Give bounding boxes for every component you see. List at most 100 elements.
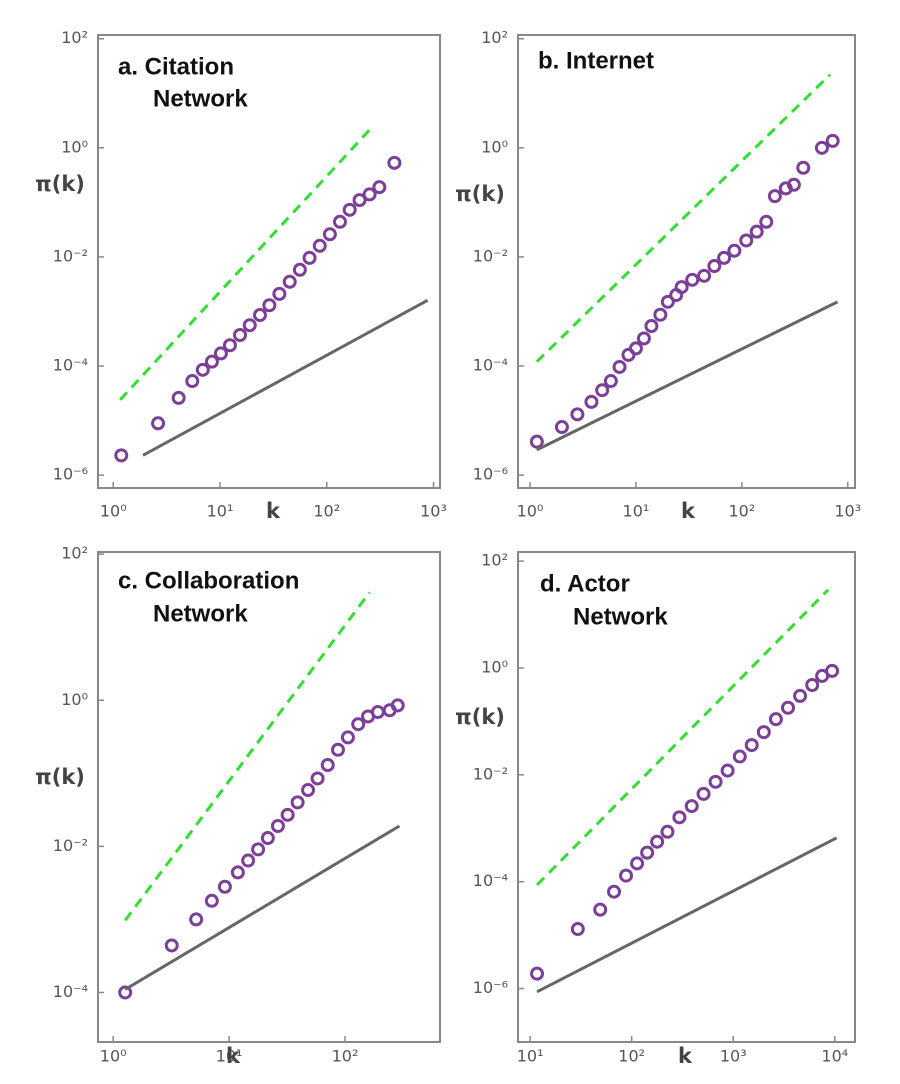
data-point	[241, 853, 256, 868]
data-point	[312, 238, 327, 253]
data-point	[301, 783, 316, 798]
data-point	[619, 868, 634, 883]
data-point	[251, 842, 266, 857]
data-point	[756, 725, 771, 740]
data-point	[653, 307, 668, 322]
reference-line-dashed	[123, 591, 371, 922]
x-tick-label: 10¹	[207, 502, 234, 521]
reference-line-dashed	[535, 588, 830, 886]
data-point	[195, 362, 210, 377]
y-tick-label: 10⁰	[61, 137, 88, 156]
x-tick-label: 10³	[720, 1047, 747, 1066]
x-tick-label: 10⁰	[517, 502, 544, 521]
data-point	[292, 262, 307, 277]
data-point	[230, 865, 245, 880]
reference-line-dashed	[119, 129, 371, 401]
data-point	[217, 879, 232, 894]
data-point	[253, 308, 268, 323]
y-tick-label: 10⁻⁴	[53, 356, 88, 375]
data-point	[204, 893, 219, 908]
reference-line	[142, 299, 429, 457]
panel-title: Network	[153, 600, 248, 627]
data-point	[825, 663, 840, 678]
data-point	[260, 831, 275, 846]
y-tick-label: 10⁻⁶	[473, 978, 508, 997]
x-tick-label: 10³	[420, 502, 447, 521]
panel: 10¹ 10² 10³ 10⁴ 10⁻⁶ 10⁻⁴ 10⁻² 10⁰ 10² k π(k) d. Ac…	[455, 551, 856, 1068]
x-axis-label: k	[266, 499, 281, 523]
y-tick-label: 10²	[481, 551, 508, 570]
data-point	[189, 912, 204, 927]
reference-line	[536, 300, 839, 452]
data-point	[302, 250, 317, 265]
panel-title: Network	[573, 603, 668, 630]
data-point	[727, 243, 742, 258]
data-point	[204, 354, 219, 369]
data-point	[280, 807, 295, 822]
data-point	[685, 272, 700, 287]
y-tick-label: 10²	[481, 28, 508, 47]
x-axis-label: k	[678, 1044, 693, 1068]
data-point	[674, 280, 689, 295]
y-tick-label: 10⁻²	[53, 836, 88, 855]
data-point	[185, 374, 200, 389]
x-tick-label: 10²	[618, 1047, 645, 1066]
data-point	[570, 407, 585, 422]
data-point	[660, 294, 675, 309]
data-point	[768, 712, 783, 727]
data-point	[330, 742, 345, 757]
data-point	[650, 834, 665, 849]
data-point	[684, 799, 699, 814]
panel: 10⁰ 10¹ 10² 10⁻⁴ 10⁻² 10⁰ 10² k π(k) c. Collabora…	[35, 544, 441, 1068]
data-point	[171, 390, 186, 405]
data-point	[717, 250, 732, 265]
y-tick-label: 10⁻²	[473, 764, 508, 783]
data-point	[814, 140, 829, 155]
data-point	[387, 155, 402, 170]
y-tick-label: 10²	[61, 544, 88, 563]
data-point	[213, 346, 228, 361]
y-tick-label: 10⁰	[61, 690, 88, 709]
data-point	[796, 160, 811, 175]
plot-frame	[517, 551, 856, 1043]
data-point	[707, 259, 722, 274]
data-point	[749, 224, 764, 239]
y-tick-label: 10⁻⁴	[473, 356, 508, 375]
data-point	[825, 133, 840, 148]
reference-line	[124, 824, 401, 991]
x-tick-label: 10¹	[216, 1047, 243, 1066]
panel-title: b. Internet	[538, 47, 654, 74]
plot-frame	[97, 551, 441, 1043]
y-tick-label: 10⁻⁴	[473, 871, 508, 890]
data-point	[630, 856, 645, 871]
data-point	[628, 341, 643, 356]
y-tick-label: 10⁰	[481, 657, 508, 676]
y-axis-label: π(k)	[455, 705, 505, 729]
data-point	[270, 819, 285, 834]
data-point	[262, 298, 277, 313]
data-point	[390, 698, 405, 713]
y-tick-label: 10⁻⁴	[53, 982, 88, 1001]
data-point	[320, 757, 335, 772]
plot-frame	[97, 34, 441, 489]
y-tick-label: 10⁻²	[53, 246, 88, 265]
data-point	[322, 227, 337, 242]
data-point	[530, 966, 545, 981]
y-axis-label: π(k)	[35, 765, 85, 789]
panel: 10⁰ 10¹ 10² 10³ 10⁻⁶ 10⁻⁴ 10⁻² 10⁰ 10² k π(k) b. In…	[455, 28, 861, 523]
data-point	[332, 214, 347, 229]
y-axis-label: π(k)	[455, 182, 505, 206]
data-point	[362, 187, 377, 202]
x-tick-label: 10³	[834, 502, 861, 521]
x-tick-label: 10²	[313, 502, 340, 521]
data-point	[282, 274, 297, 289]
data-point	[732, 749, 747, 764]
data-point	[151, 416, 166, 431]
data-point	[595, 383, 610, 398]
data-point	[793, 688, 808, 703]
y-tick-label: 10⁻⁶	[473, 465, 508, 484]
data-point	[697, 268, 712, 283]
y-tick-label: 10⁻²	[473, 246, 508, 265]
data-point	[739, 233, 754, 248]
